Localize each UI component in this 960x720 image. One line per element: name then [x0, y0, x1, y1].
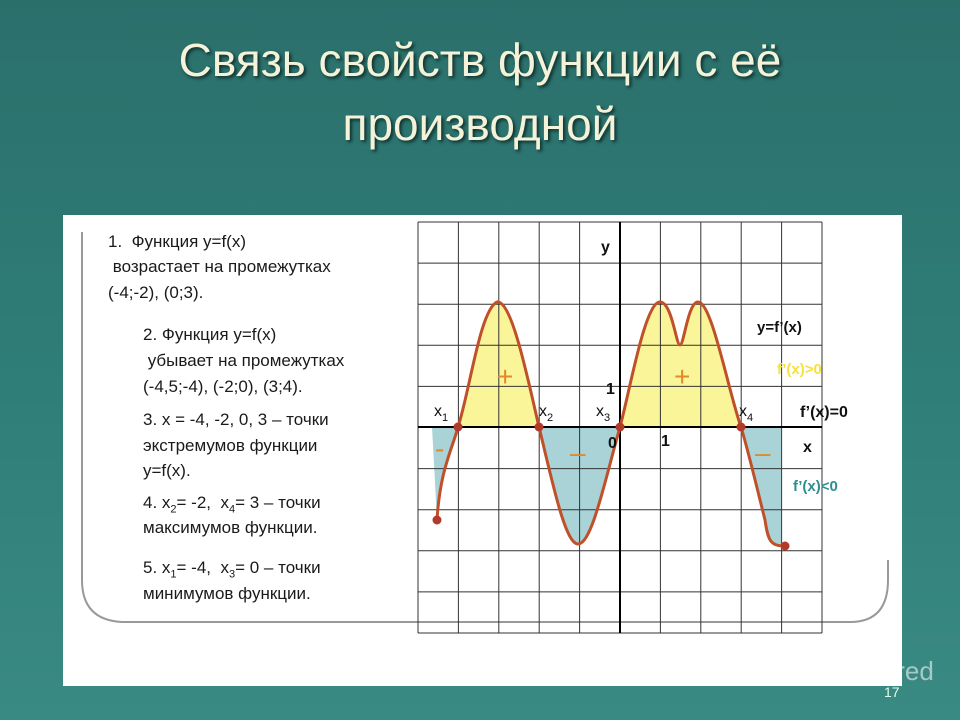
note-line: 5. x1= -4, x3= 0 – точки — [143, 558, 321, 580]
text: (-4;-2), (0;3). — [108, 283, 204, 302]
text: = -4, x — [176, 558, 229, 577]
note-line: 1. Функция y=f(x) — [108, 232, 246, 252]
text: экстремумов функции — [143, 436, 318, 455]
text: 1. Функция y=f(x) — [108, 232, 247, 251]
point-label: x1 — [434, 403, 448, 424]
text: (-4,5;-4), (-2;0), (3;4). — [143, 377, 303, 396]
dot — [534, 422, 544, 432]
slide-number: 17 — [884, 684, 900, 700]
text: 3. x = -4, -2, 0, 3 – точки — [143, 410, 329, 429]
text: y=f(x). — [143, 461, 191, 480]
graph-label: y=f’(x) — [757, 319, 802, 336]
note-line: 3. x = -4, -2, 0, 3 – точки — [143, 410, 329, 430]
text: = 3 – точки — [235, 493, 321, 512]
graph-label: + — [497, 361, 513, 392]
point-index: 1 — [442, 412, 448, 424]
note-line: минимумов функции. — [143, 584, 311, 604]
point-name: x — [596, 403, 604, 420]
graph-label: f’(x)>0 — [777, 361, 822, 378]
note-line: возрастает на промежутках — [108, 257, 331, 277]
text: убывает на промежутках — [143, 351, 345, 370]
text: 5. x — [143, 558, 171, 577]
dot — [736, 422, 746, 432]
note-line: (-4;-2), (0;3). — [108, 283, 203, 303]
title: производной — [342, 98, 618, 150]
graph-label: + — [674, 361, 690, 392]
point-index: 4 — [747, 412, 753, 424]
dot — [453, 422, 463, 432]
note-line: 4. x2= -2, x4= 3 – точки — [143, 493, 321, 515]
dot — [615, 422, 625, 432]
graph-label: - — [435, 433, 444, 464]
text: = 0 – точки — [235, 558, 321, 577]
subscript: 4 — [228, 503, 236, 516]
text: минимумов функции. — [143, 584, 311, 603]
point-name: x — [539, 403, 547, 420]
subscript: 2 — [170, 503, 177, 516]
point-label: x4 — [739, 403, 753, 424]
subscript: 1 — [170, 568, 177, 581]
point-name: x — [739, 403, 747, 420]
subscript: 3 — [228, 568, 236, 581]
graph-label: 0 — [608, 435, 617, 452]
text: возрастает на промежутках — [108, 257, 331, 276]
graph-label: y — [601, 239, 610, 256]
graph-label: – — [755, 437, 771, 468]
dot — [432, 515, 442, 525]
graph-label: x — [803, 439, 812, 456]
title: Связь свойств функции с её — [178, 34, 782, 86]
graph-label: f’(x)=0 — [800, 404, 848, 421]
positive-area — [620, 302, 741, 427]
graph-label: 1 — [606, 381, 615, 398]
dot — [780, 541, 790, 551]
point-label: x2 — [539, 403, 553, 424]
text: = -2, x — [176, 493, 229, 512]
text: максимумов функции. — [143, 518, 318, 537]
note-line: y=f(x). — [143, 461, 191, 481]
note-line: (-4,5;-4), (-2;0), (3;4). — [143, 377, 303, 397]
graph-label: 1 — [661, 433, 670, 450]
graph-label: – — [570, 437, 586, 468]
note-line: экстремумов функции — [143, 436, 317, 456]
note-line: убывает на промежутках — [143, 351, 345, 371]
note-line: 2. Функция y=f(x) — [143, 325, 276, 345]
frame — [81, 232, 889, 623]
point-label: x3 — [596, 403, 610, 424]
point-index: 2 — [547, 412, 553, 424]
negative-area — [741, 427, 785, 546]
text: 4. x — [143, 493, 171, 512]
note-line: максимумов функции. — [143, 518, 317, 538]
dots — [432, 422, 790, 551]
graph-label: f’(x)<0 — [793, 478, 838, 495]
text: 2. Функция y=f(x) — [143, 325, 277, 344]
point-index: 3 — [604, 412, 610, 424]
watermark: Shared — [850, 656, 934, 686]
point-name: x — [434, 403, 442, 420]
